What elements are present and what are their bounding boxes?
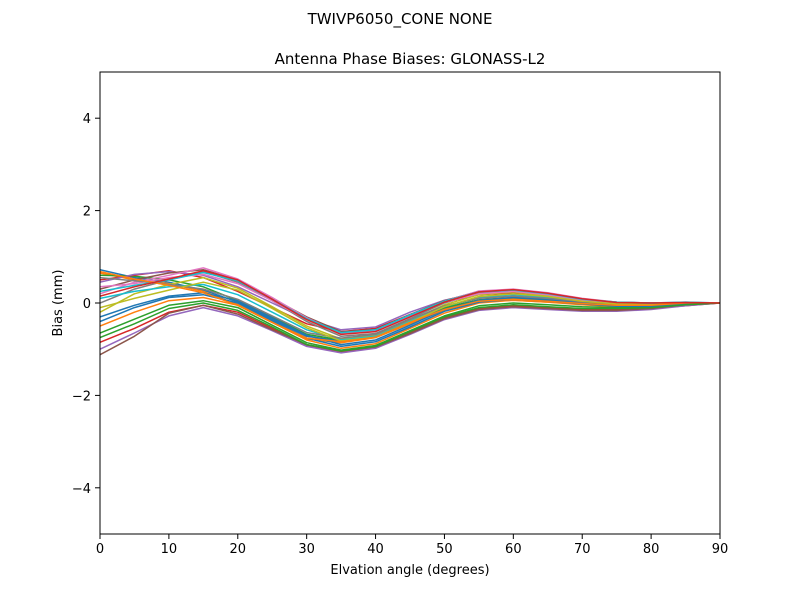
x-axis-label: Elvation angle (degrees)	[330, 563, 489, 578]
y-axis-label: Bias (mm)	[51, 270, 66, 337]
figure-suptitle: TWIVP6050_CONE NONE	[307, 10, 493, 29]
x-tick-label: 70	[574, 542, 591, 557]
x-tick-label: 30	[298, 542, 315, 557]
series-line-23	[100, 302, 720, 352]
y-tick-label: −4	[72, 482, 91, 497]
y-tick-label: −2	[72, 389, 91, 404]
y-tick-label: 4	[83, 112, 91, 127]
x-tick-label: 10	[161, 542, 178, 557]
y-tick-label: 0	[83, 297, 91, 312]
x-tick-label: 50	[436, 542, 453, 557]
x-tick-label: 0	[96, 542, 104, 557]
series-line-24	[100, 269, 720, 336]
x-tick-label: 40	[367, 542, 384, 557]
x-tick-label: 60	[505, 542, 522, 557]
series-line-22	[100, 270, 720, 343]
x-tick-label: 90	[712, 542, 729, 557]
y-tick-label: 2	[83, 205, 91, 220]
chart-title: Antenna Phase Biases: GLONASS-L2	[275, 50, 546, 68]
series-layer	[100, 267, 720, 356]
y-axis-ticks: −4 −2 0 2 4	[72, 112, 100, 497]
series-line-13	[100, 299, 720, 351]
series-line-15	[100, 302, 720, 354]
x-tick-label: 80	[643, 542, 660, 557]
series-line-21	[100, 293, 720, 348]
x-tick-label: 20	[230, 542, 247, 557]
x-axis-ticks: 0 10 20 30 40 50 60 70 80 90	[96, 534, 728, 557]
series-line-16	[100, 302, 720, 356]
